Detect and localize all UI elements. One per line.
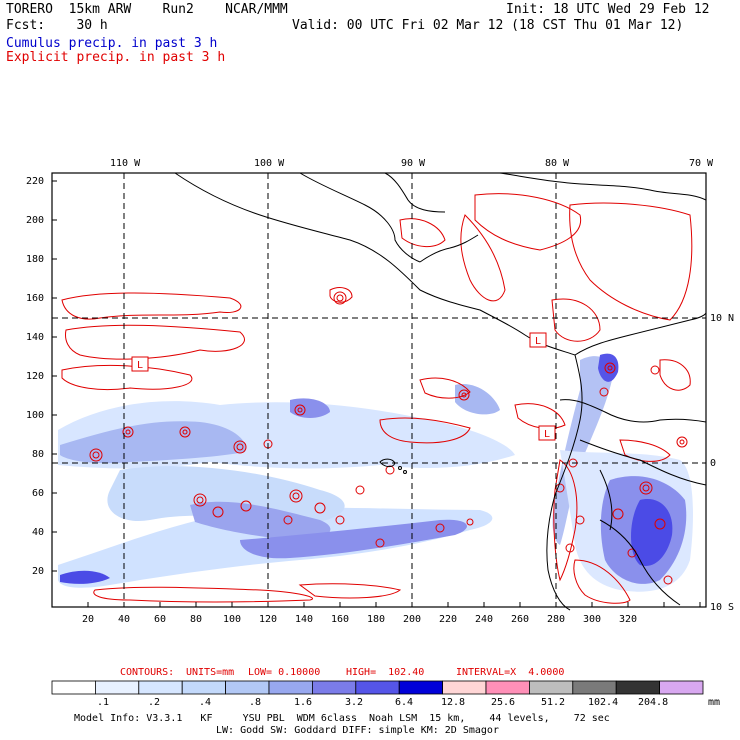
axis-ticks [52,180,701,607]
colorbar-cell [615,680,661,695]
grid-y-label: 120 [26,371,45,382]
colorbar-cell [572,680,617,695]
grid-x-label: 200 [403,614,422,625]
colorbar-label: .1 [97,697,110,708]
model-info: Model Info: V3.3.1 KF YSU PBL WDM 6class… [74,713,610,724]
grid-x-label: 40 [118,614,131,625]
grid-y-label: 220 [26,176,45,187]
grid-x-label: 120 [259,614,278,625]
grid-y-label: 180 [26,254,45,265]
colorbar-label: 1.6 [294,697,313,708]
colorbar-cell [529,680,574,695]
grid-x-label: 240 [475,614,494,625]
grid-x-label: 260 [511,614,530,625]
valid-time: Valid: 00 UTC Fri 02 Mar 12 (18 CST Thu … [292,18,684,33]
grid-y-label: 100 [26,410,45,421]
grid-y-label: 20 [32,566,45,577]
lon-label: 110 W [110,158,141,169]
lon-label: 80 W [545,158,570,169]
colorbar-cell [51,680,96,695]
lon-label: 70 W [689,158,714,169]
grid-x-label: 60 [154,614,167,625]
colorbar-cell [398,680,444,695]
colorbar-label: 6.4 [395,697,414,708]
low-marker-label: L [544,429,550,440]
grid-x-label: 80 [190,614,203,625]
init-time: Init: 18 UTC Wed 29 Feb 12 [506,2,710,17]
colorbar-label: 3.2 [345,697,364,708]
grid-x-label: 100 [223,614,242,625]
colorbar-cell [442,680,487,695]
colorbar-label: .2 [148,697,161,708]
legend-cumulus: Cumulus precip. in past 3 h [6,36,218,51]
lat-label: 0 [710,458,717,469]
colorbar-cell [138,680,183,695]
colorbar-cell [225,680,270,695]
grid-y-label: 160 [26,293,45,304]
grid-x-label: 180 [367,614,386,625]
grid-x-label: 20 [82,614,95,625]
colorbar-cell [659,680,704,695]
model-title: TORERO 15km ARW Run2 NCAR/MMM [6,2,288,17]
colorbar-cell [95,680,140,695]
colorbar-label: .8 [249,697,262,708]
colorbar-label: 25.6 [491,697,516,708]
forecast-hour: Fcst: 30 h [6,18,108,33]
colorbar-label: .4 [199,697,212,708]
lon-label: 90 W [401,158,426,169]
grid-y-label: 60 [32,488,45,499]
cumulus-precip-shading [58,353,693,592]
contour-high: HIGH= 102.40 [346,667,425,678]
contour-low: LOW= 0.10000 [248,667,321,678]
colorbar-cell [311,680,357,695]
grid-x-label: 160 [331,614,350,625]
explicit-precip-contours [61,193,693,604]
legend-explicit: Explicit precip. in past 3 h [6,50,226,65]
colorbar-cell [485,680,530,695]
grid-x-label: 220 [439,614,458,625]
colorbar-cell [355,680,400,695]
low-marker-label: L [137,360,143,371]
low-markers [131,332,556,441]
colorbar-cell [181,680,226,695]
low-marker-label: L [535,336,541,347]
latlon-grid [52,173,706,607]
grid-x-label: 300 [583,614,602,625]
model-physics: LW: Godd SW: Goddard DIFF: simple KM: 2D… [216,725,499,736]
map-frame [51,172,707,608]
grid-x-label: 280 [547,614,566,625]
grid-y-label: 200 [26,215,45,226]
lat-label: 10 S [710,602,735,613]
grid-y-label: 40 [32,527,45,538]
contour-units: UNITS=mm [186,667,235,678]
colorbar-label: 102.4 [588,697,619,708]
colorbar-label: 12.8 [441,697,466,708]
colorbar-unit: mm [708,697,721,708]
grid-y-label: 140 [26,332,45,343]
contour-label: CONTOURS: [120,667,175,678]
grid-y-label: 80 [32,449,45,460]
coastlines [174,172,707,611]
grid-x-label: 320 [619,614,638,625]
colorbar-cell [268,680,313,695]
colorbar-label: 51.2 [541,697,566,708]
lon-label: 100 W [254,158,285,169]
colorbar-label: 204.8 [638,697,669,708]
grid-x-label: 140 [295,614,314,625]
contour-interval: INTERVAL=X 4.0000 [456,667,565,678]
lat-label: 10 N [710,313,735,324]
